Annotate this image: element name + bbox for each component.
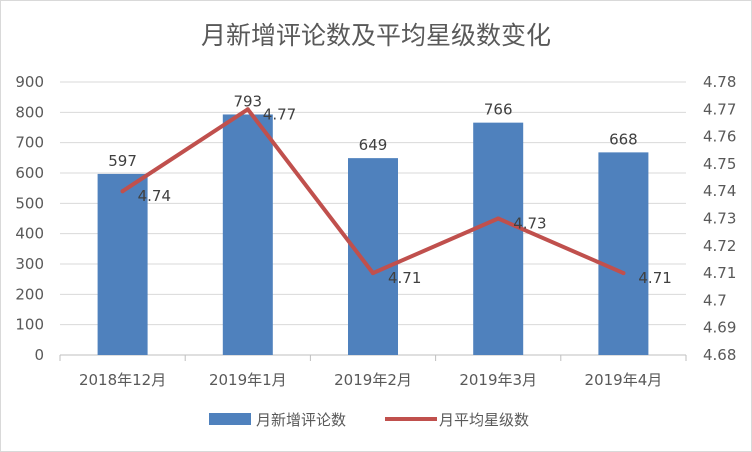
y-left-tick-label: 600 xyxy=(15,164,44,182)
y-left-tick-label: 500 xyxy=(15,194,44,212)
legend-label-bar: 月新增评论数 xyxy=(256,411,346,429)
y-right-tick-label: 4.72 xyxy=(703,237,736,255)
y-right-tick-label: 4.69 xyxy=(703,319,736,337)
chart-title: 月新增评论数及平均星级数变化 xyxy=(200,21,551,50)
legend-label-line: 月平均星级数 xyxy=(439,411,529,429)
y-left-tick-label: 100 xyxy=(15,316,44,334)
y-right-tick-label: 4.71 xyxy=(703,264,736,282)
bar xyxy=(222,114,273,355)
y-left-tick-label: 700 xyxy=(15,134,44,152)
y-right-tick-label: 4.74 xyxy=(703,182,736,200)
bar xyxy=(97,173,148,355)
x-tick-label: 2019年2月 xyxy=(334,371,412,389)
y-right-tick-label: 4.78 xyxy=(703,73,736,91)
bar-data-label: 766 xyxy=(484,101,513,119)
x-tick-label: 2019年3月 xyxy=(459,371,537,389)
y-right-tick-label: 4.73 xyxy=(703,210,736,228)
y-left-tick-label: 800 xyxy=(15,103,44,121)
line-point xyxy=(245,107,250,112)
bar xyxy=(598,152,649,355)
line-data-label: 4.77 xyxy=(263,105,296,123)
y-right-tick-label: 4.7 xyxy=(703,291,727,309)
x-tick-label: 2018年12月 xyxy=(79,371,166,389)
legend-swatch-bar xyxy=(209,413,251,425)
y-left-tick-label: 900 xyxy=(15,73,44,91)
y-right-tick-label: 4.76 xyxy=(703,128,736,146)
y-right-tick-label: 4.68 xyxy=(703,346,736,364)
x-tick-label: 2019年4月 xyxy=(585,371,663,389)
bar-data-label: 668 xyxy=(609,130,638,148)
line-point xyxy=(621,271,626,276)
bar xyxy=(473,122,524,355)
y-left-tick-label: 0 xyxy=(34,346,44,364)
x-tick-label: 2019年1月 xyxy=(209,371,287,389)
line-data-label: 4.73 xyxy=(513,215,546,233)
y-left-tick-label: 400 xyxy=(15,225,44,243)
line-data-label: 4.71 xyxy=(638,269,671,287)
bar xyxy=(348,158,398,355)
y-right-tick-label: 4.77 xyxy=(703,100,736,118)
y-left-tick-label: 200 xyxy=(15,285,44,303)
line-point xyxy=(371,271,375,276)
y-left-tick-label: 300 xyxy=(15,255,44,273)
line-point xyxy=(120,189,125,194)
line-point xyxy=(496,216,501,221)
bar-data-label: 597 xyxy=(108,152,137,170)
bar-data-label: 793 xyxy=(233,92,262,110)
line-data-label: 4.71 xyxy=(388,269,421,287)
bar-data-label: 649 xyxy=(359,136,388,154)
line-data-label: 4.74 xyxy=(138,187,171,205)
y-right-tick-label: 4.75 xyxy=(703,155,736,173)
